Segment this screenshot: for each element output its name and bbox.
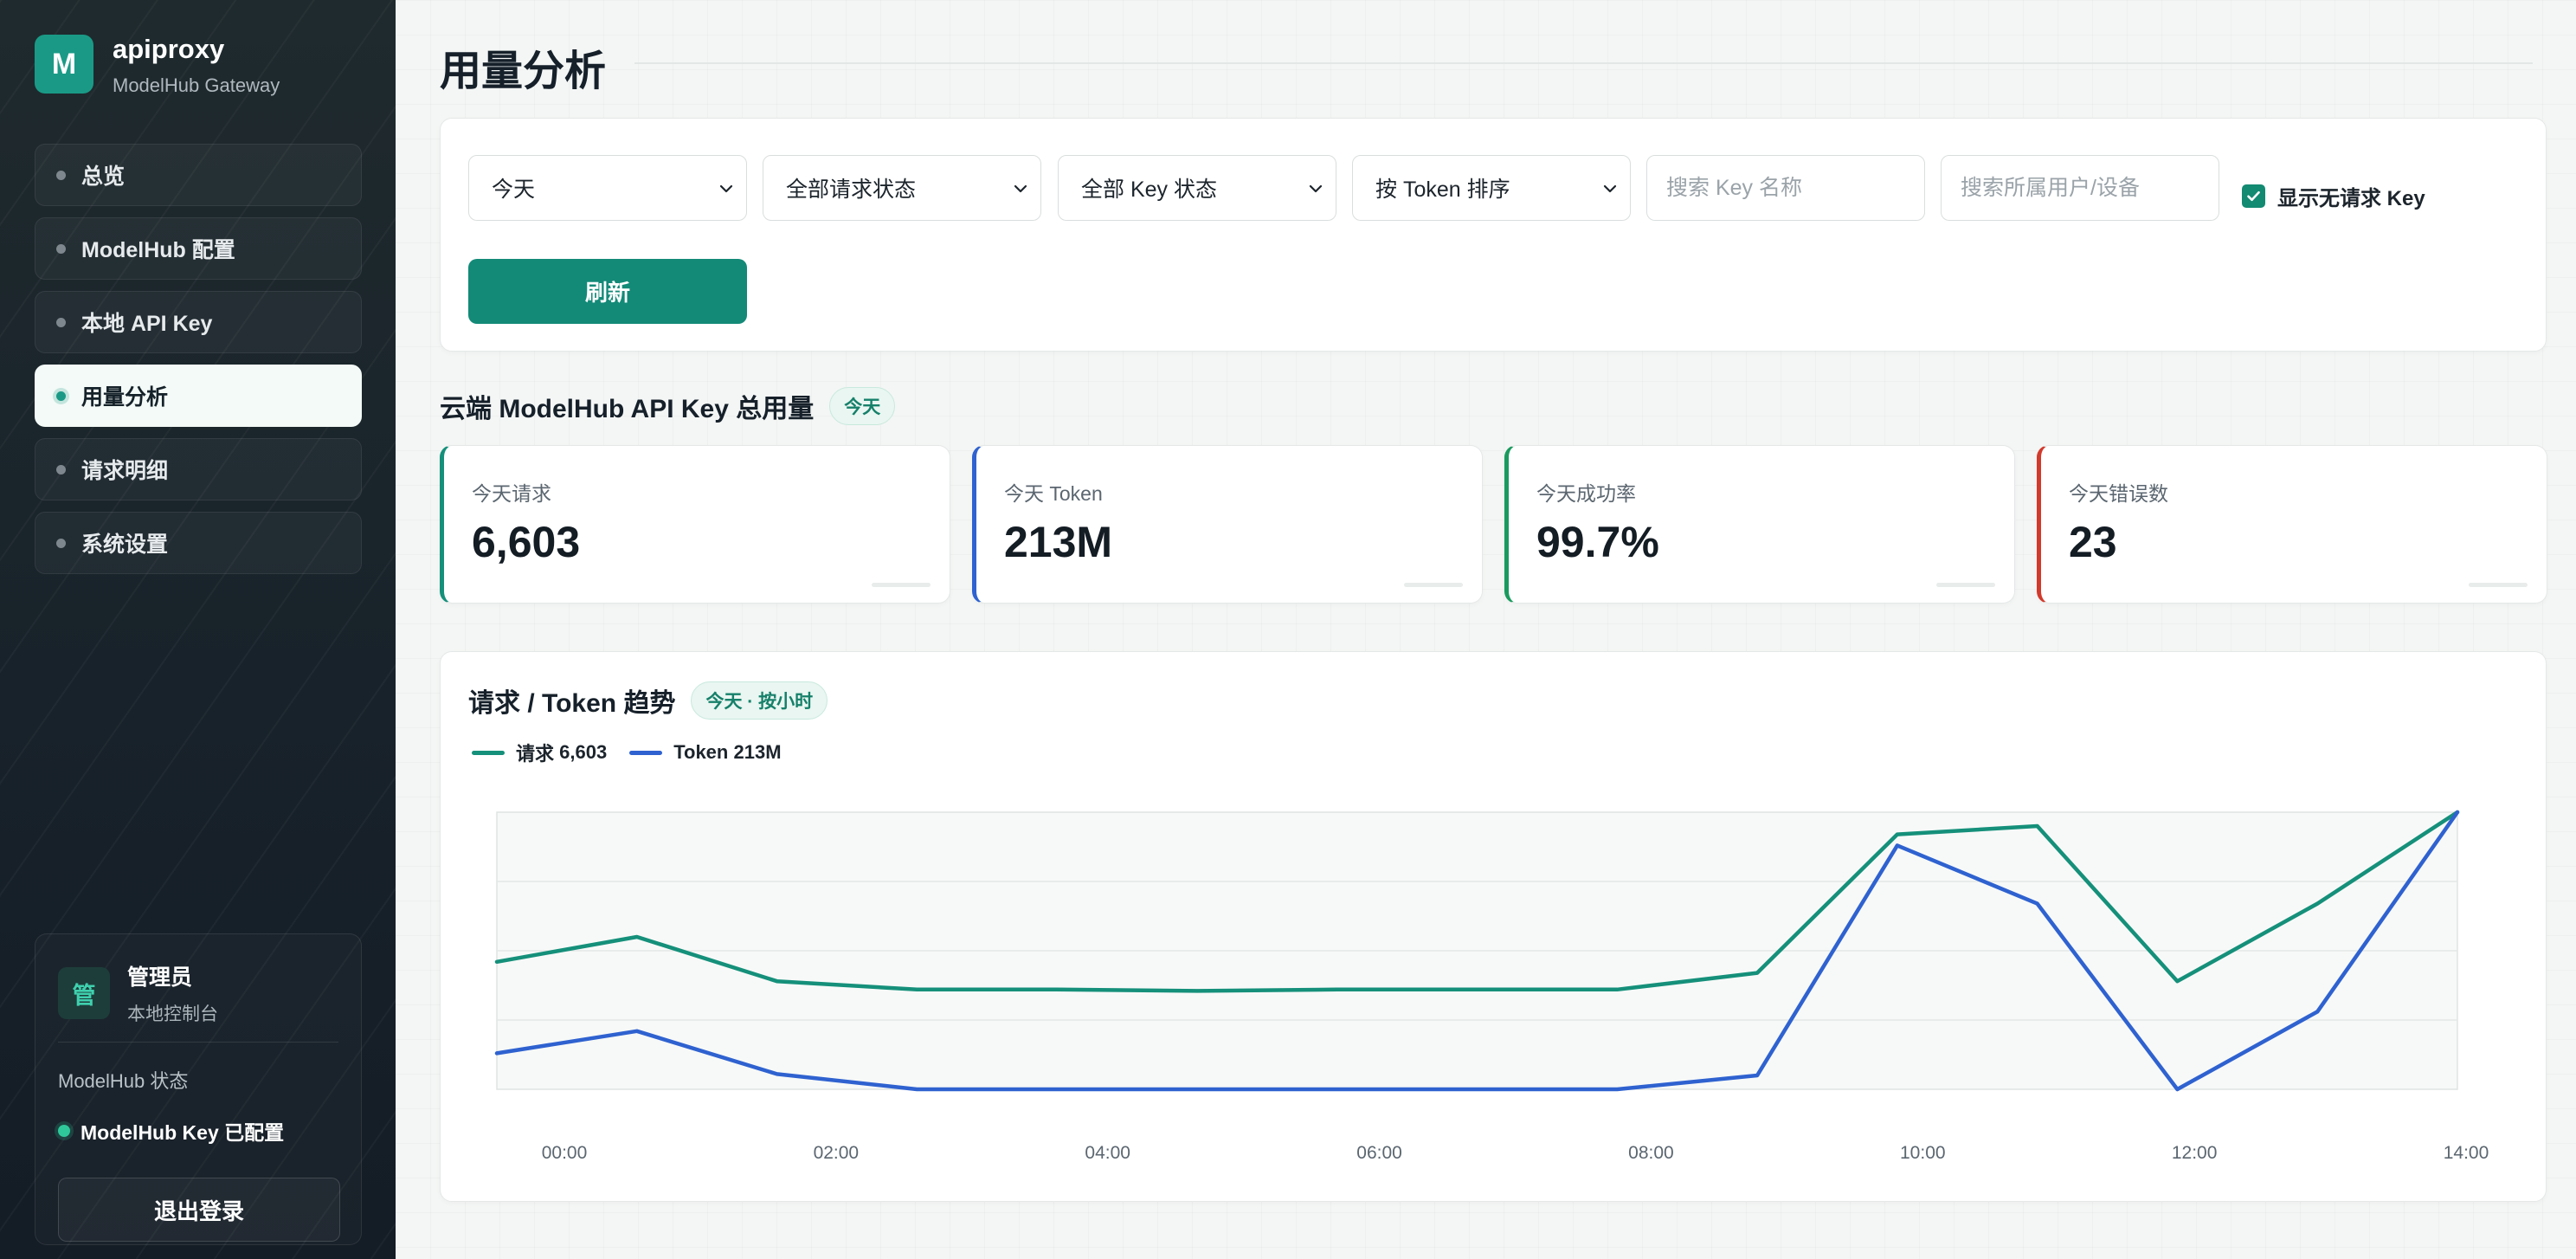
stat-card-errors: 今天错误数 23 <box>2037 445 2547 604</box>
show-idle-keys-label: 显示无请求 Key <box>2277 187 2425 210</box>
bullet-icon <box>56 317 66 327</box>
legend-value: 213M <box>733 741 782 763</box>
stat-value: 99.7% <box>1536 518 1659 566</box>
sidebar-item-label: 总览 <box>81 165 126 189</box>
chevron-down-icon <box>1603 184 1617 193</box>
trend-chart-panel: 请求 / Token 趋势 今天 · 按小时 请求 6,603 Token 21… <box>440 651 2547 1202</box>
sidebar-item-usage-analysis[interactable]: 用量分析 <box>35 365 362 427</box>
sidebar: M apiproxy ModelHub Gateway 总览 ModelHub … <box>0 0 396 1259</box>
stat-label: 今天错误数 <box>2069 482 2168 505</box>
sidebar-item-system-settings[interactable]: 系统设置 <box>35 512 362 574</box>
x-tick-label: 00:00 <box>542 1143 588 1163</box>
search-user-input[interactable] <box>1941 155 2219 221</box>
user-card: 管 管理员 本地控制台 ModelHub 状态 ModelHub Key 已配置… <box>35 933 362 1245</box>
show-idle-keys-toggle[interactable]: 显示无请求 Key <box>2242 181 2425 211</box>
stat-sparkline-placeholder <box>872 583 931 587</box>
legend-swatch <box>629 750 663 755</box>
avatar: 管 <box>58 967 110 1019</box>
checkbox-checked-icon[interactable] <box>2242 184 2265 208</box>
divider <box>58 1042 338 1043</box>
series-line-requests <box>494 810 2460 993</box>
summary-badge: 今天 <box>829 387 896 425</box>
brand-subtitle: ModelHub Gateway <box>113 74 280 96</box>
bullet-icon <box>56 243 66 254</box>
stat-label: 今天 Token <box>1004 482 1103 505</box>
legend-item-requests: 请求 6,603 <box>472 739 607 766</box>
stat-value: 213M <box>1004 518 1113 566</box>
chevron-down-icon <box>719 184 733 193</box>
key-status-select[interactable]: 全部 Key 状态 <box>1058 155 1336 221</box>
bullet-icon <box>56 538 66 548</box>
stat-label: 今天请求 <box>472 482 551 505</box>
refresh-button[interactable]: 刷新 <box>468 259 747 324</box>
search-key-input[interactable] <box>1646 155 1925 221</box>
stat-value: 6,603 <box>472 518 581 566</box>
brand-name: apiproxy <box>113 34 225 64</box>
request-status-select[interactable]: 全部请求状态 <box>763 155 1041 221</box>
stat-card-requests: 今天请求 6,603 <box>440 445 950 604</box>
sidebar-item-local-api-key[interactable]: 本地 API Key <box>35 291 362 353</box>
series-line-tokens <box>494 810 2460 1092</box>
summary-title: 云端 ModelHub API Key 总用量 <box>440 395 815 423</box>
stat-sparkline-placeholder <box>1936 583 1995 587</box>
brand: M apiproxy ModelHub Gateway <box>35 33 280 97</box>
sidebar-item-overview[interactable]: 总览 <box>35 144 362 206</box>
main-content: 用量分析 今天 全部请求状态 全部 Key 状态 按 Token 排序 显示无请… <box>396 0 2576 1259</box>
legend-label: Token <box>673 741 729 763</box>
stat-card-tokens: 今天 Token 213M <box>972 445 1483 604</box>
sidebar-item-label: 系统设置 <box>81 533 169 557</box>
sidebar-nav: 总览 ModelHub 配置 本地 API Key 用量分析 请求明细 系统设置 <box>35 144 362 585</box>
modelhub-status-text: ModelHub Key 已配置 <box>80 1121 285 1144</box>
brand-logo: M <box>35 35 93 94</box>
status-dot-icon <box>58 1125 70 1137</box>
chevron-down-icon <box>1309 184 1323 193</box>
stat-sparkline-placeholder <box>2469 583 2528 587</box>
chevron-down-icon <box>1014 184 1027 193</box>
filter-panel: 今天 全部请求状态 全部 Key 状态 按 Token 排序 显示无请求 Key… <box>440 118 2547 352</box>
sidebar-item-modelhub-config[interactable]: ModelHub 配置 <box>35 217 362 280</box>
trend-chart-title: 请求 / Token 趋势 <box>468 689 676 718</box>
bullet-icon <box>56 464 66 475</box>
trend-chart-header: 请求 / Token 趋势 今天 · 按小时 <box>468 681 828 720</box>
chart-legend: 请求 6,603 Token 213M <box>472 739 804 766</box>
logout-button[interactable]: 退出登录 <box>58 1178 340 1242</box>
user-name: 管理员 <box>127 965 193 990</box>
sidebar-item-label: 请求明细 <box>81 459 169 483</box>
x-tick-label: 06:00 <box>1356 1143 1402 1163</box>
stat-card-success-rate: 今天成功率 99.7% <box>1504 445 2015 604</box>
legend-value: 6,603 <box>559 741 608 763</box>
x-tick-label: 08:00 <box>1628 1143 1674 1163</box>
summary-section-header: 云端 ModelHub API Key 总用量 今天 <box>440 387 896 425</box>
trend-line-chart: 00:00 02:00 04:00 06:00 08:00 10:00 12:00 14:00 <box>494 810 2489 1163</box>
bullet-icon <box>56 391 66 401</box>
legend-swatch <box>472 750 505 755</box>
trend-chart-badge: 今天 · 按小时 <box>691 681 828 720</box>
user-role: 本地控制台 <box>127 1004 218 1024</box>
range-select[interactable]: 今天 <box>468 155 747 221</box>
sort-select-value: 按 Token 排序 <box>1375 178 1510 202</box>
legend-item-tokens: Token 213M <box>629 741 782 764</box>
sidebar-item-label: ModelHub 配置 <box>81 238 235 262</box>
sidebar-item-request-details[interactable]: 请求明细 <box>35 438 362 500</box>
sidebar-item-label: 本地 API Key <box>81 312 213 336</box>
modelhub-status: ModelHub Key 已配置 <box>58 1116 284 1146</box>
modelhub-status-label: ModelHub 状态 <box>58 1070 189 1092</box>
sidebar-item-label: 用量分析 <box>81 385 169 410</box>
divider <box>634 62 2533 64</box>
x-tick-label: 10:00 <box>1900 1143 1946 1163</box>
stat-label: 今天成功率 <box>1536 482 1636 505</box>
page-title: 用量分析 <box>440 48 607 94</box>
x-tick-label: 14:00 <box>2444 1143 2489 1163</box>
key-status-select-value: 全部 Key 状态 <box>1081 178 1217 202</box>
range-select-value: 今天 <box>492 178 536 202</box>
stat-sparkline-placeholder <box>1404 583 1463 587</box>
sort-select[interactable]: 按 Token 排序 <box>1352 155 1631 221</box>
stat-value: 23 <box>2069 518 2117 566</box>
x-tick-label: 12:00 <box>2172 1143 2218 1163</box>
bullet-icon <box>56 170 66 180</box>
x-tick-label: 02:00 <box>814 1143 860 1163</box>
x-tick-label: 04:00 <box>1085 1143 1130 1163</box>
request-status-select-value: 全部请求状态 <box>786 178 917 202</box>
legend-label: 请求 <box>516 743 555 765</box>
